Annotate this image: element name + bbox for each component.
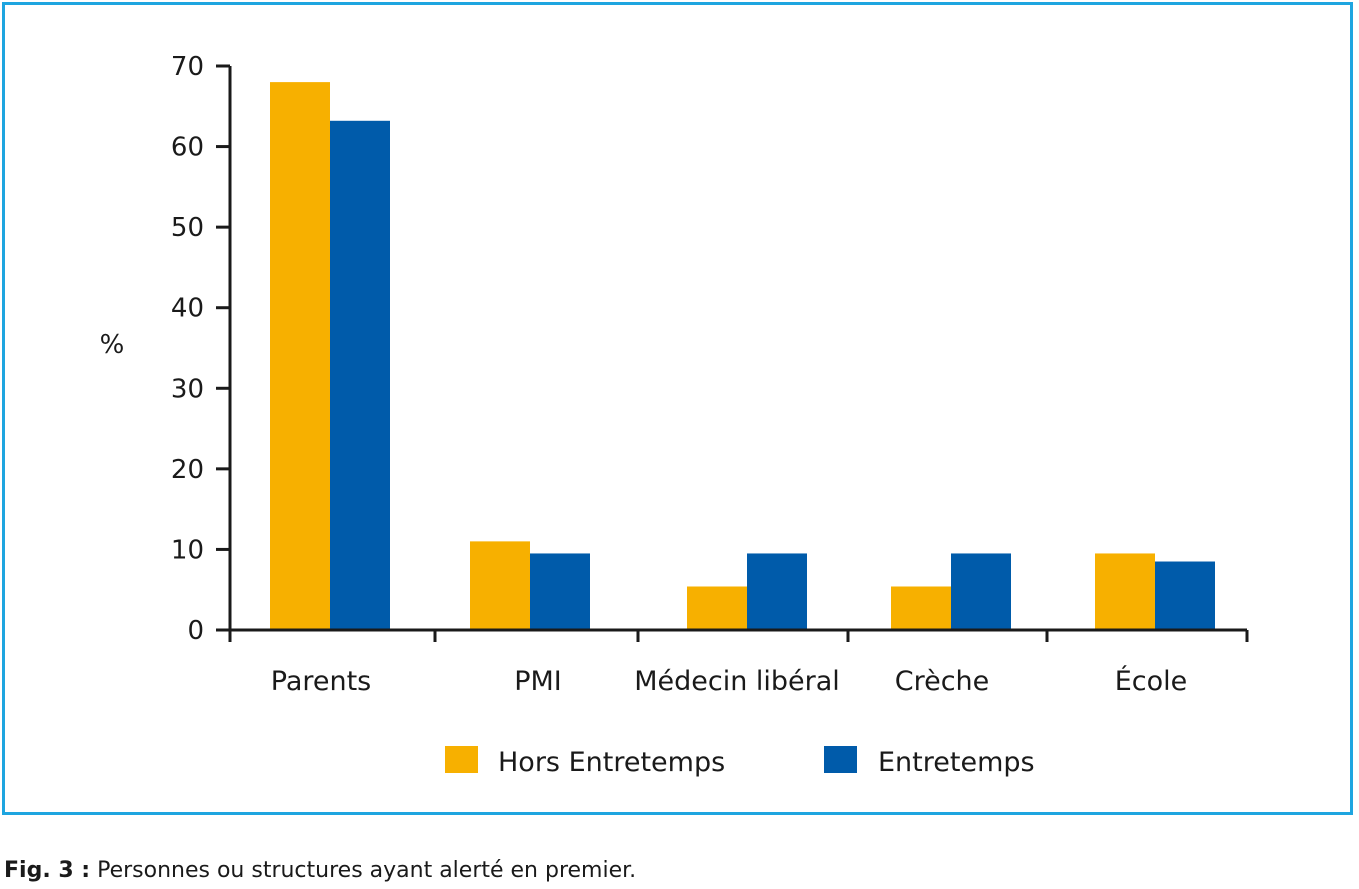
y-axis-label: % xyxy=(100,330,125,360)
bar-entretemps xyxy=(530,553,590,630)
y-tick-label: 60 xyxy=(171,133,204,163)
x-tick-label: Parents xyxy=(271,666,372,697)
figure-caption: Fig. 3 : Personnes ou structures ayant a… xyxy=(4,858,636,883)
bar-hors-entretemps xyxy=(891,586,951,630)
y-tick-label: 10 xyxy=(171,535,204,565)
caption-text: Personnes ou structures ayant alerté en … xyxy=(90,858,637,883)
legend-label: Entretemps xyxy=(878,747,1035,778)
legend-label: Hors Entretemps xyxy=(498,747,725,778)
y-tick-label: 50 xyxy=(171,213,204,243)
y-tick-label: 70 xyxy=(171,52,204,82)
caption-label: Fig. 3 : xyxy=(4,858,91,883)
y-tick-label: 40 xyxy=(171,294,204,324)
x-tick-label: Médecin libéral xyxy=(634,666,840,697)
legend-swatch xyxy=(824,746,857,773)
y-tick-label: 20 xyxy=(171,455,204,485)
bar-entretemps xyxy=(951,553,1011,630)
x-tick-label: École xyxy=(1115,665,1188,697)
x-tick-label: PMI xyxy=(514,666,562,697)
bar-hors-entretemps xyxy=(270,82,330,631)
y-tick-label: 0 xyxy=(187,616,204,646)
y-tick-label: 30 xyxy=(171,374,204,404)
bars xyxy=(270,82,1215,631)
bar-hors-entretemps xyxy=(1095,553,1155,630)
bar-entretemps xyxy=(330,120,390,630)
bar-entretemps xyxy=(1155,561,1215,630)
legend: Hors Entretemps Entretemps xyxy=(445,746,1035,778)
x-tick-label: Crèche xyxy=(895,666,990,697)
x-axis-ticks: Parents PMI Médecin libéral Crèche École xyxy=(228,630,1249,697)
legend-swatch xyxy=(445,746,478,773)
bar-hors-entretemps xyxy=(687,586,747,630)
y-axis-ticks: 0 10 20 30 40 50 60 70 xyxy=(171,52,230,646)
figure-frame xyxy=(2,2,1353,815)
bar-hors-entretemps xyxy=(470,541,530,630)
bar-entretemps xyxy=(747,553,807,630)
